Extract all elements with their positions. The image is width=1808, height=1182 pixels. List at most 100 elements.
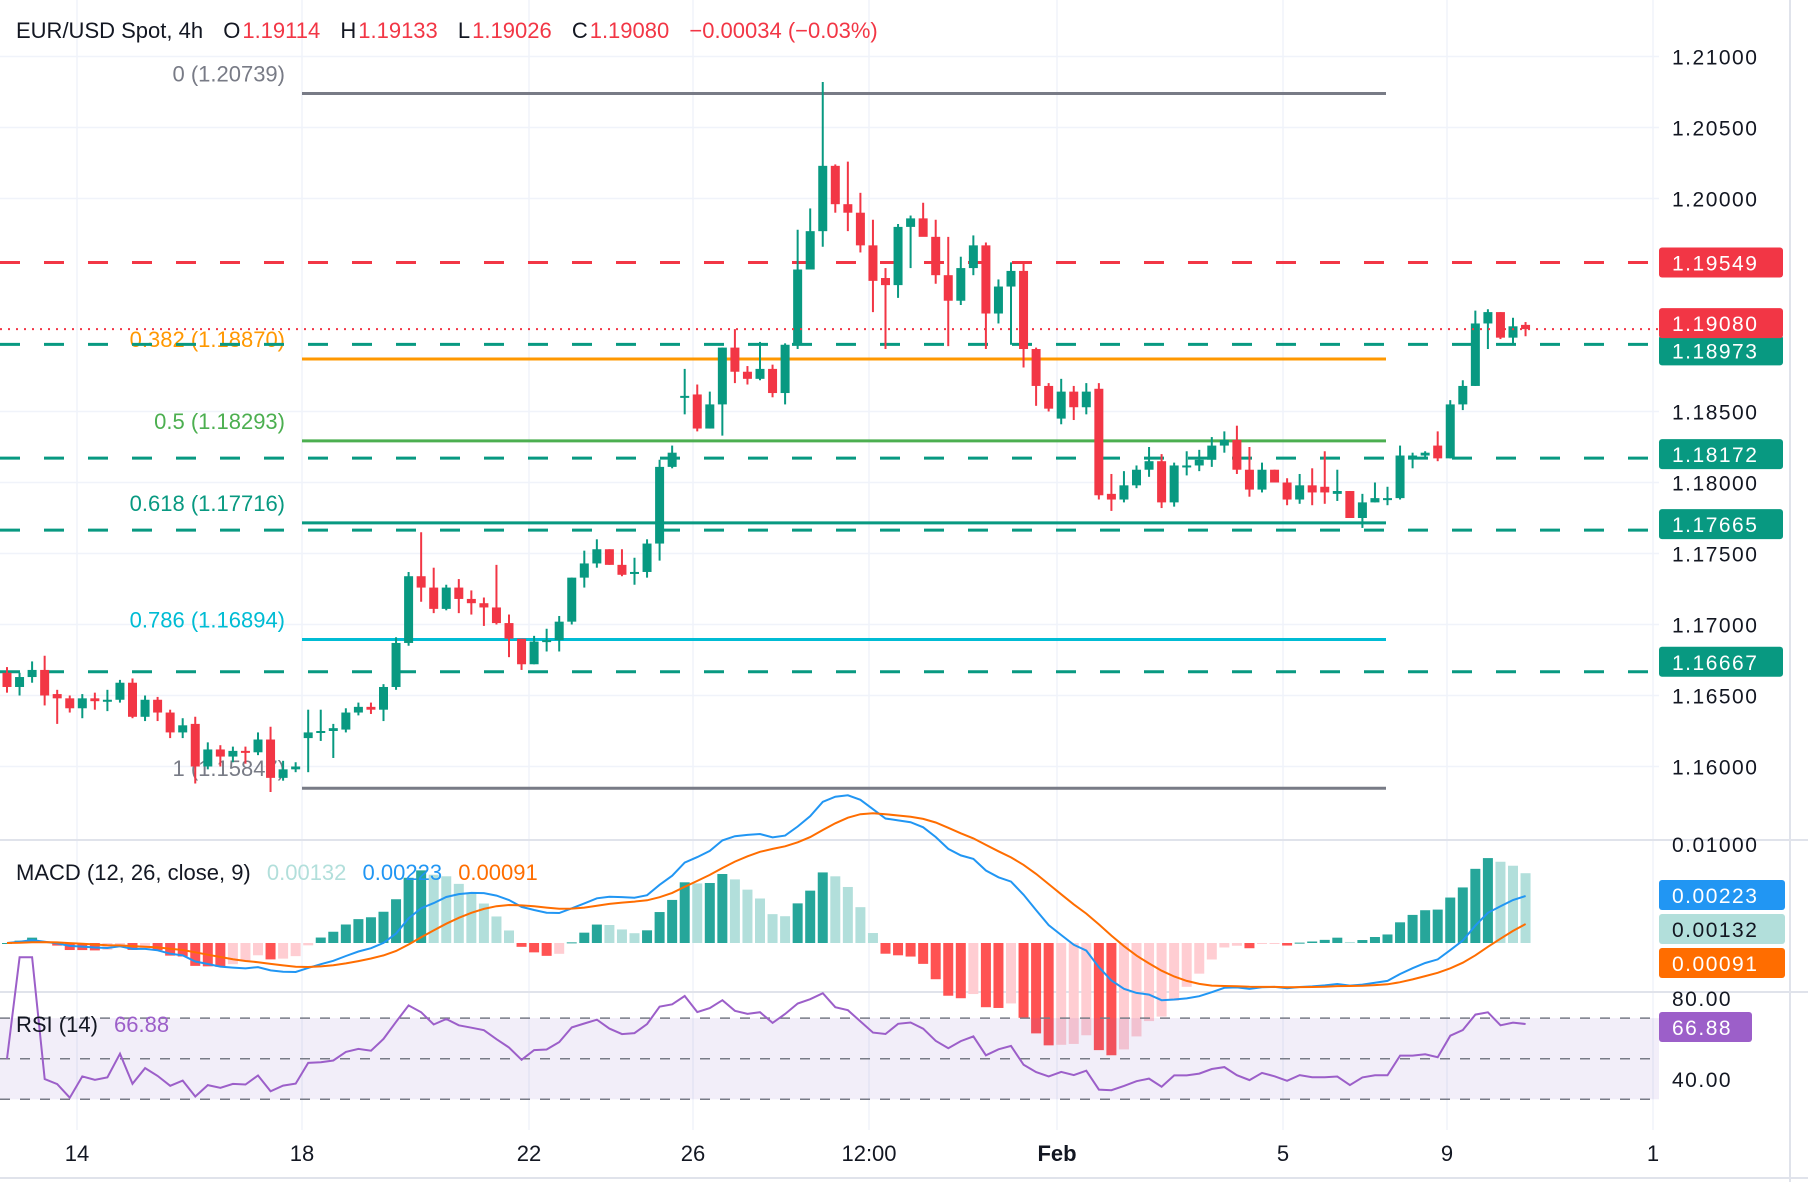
macd-histogram-bar — [1244, 943, 1255, 949]
macd-histogram-bar — [215, 943, 226, 967]
candle-body — [667, 452, 677, 467]
macd-histogram-bar — [667, 899, 678, 943]
candle-body — [1069, 391, 1079, 408]
candle-body — [466, 598, 476, 604]
macd-histogram-bar — [328, 931, 339, 943]
macd-histogram-bar — [817, 872, 828, 943]
candle-body — [830, 165, 840, 205]
candle-body — [579, 563, 589, 578]
candle-body — [1106, 493, 1116, 500]
macd-histogram-bar — [1319, 939, 1330, 943]
candle-body — [592, 549, 602, 564]
macd-histogram-bar — [1307, 941, 1318, 943]
candle-body — [1383, 498, 1392, 501]
macd-histogram-bar — [1043, 943, 1054, 1046]
macd-histogram-bar — [315, 937, 326, 943]
macd-line-value: 0.00223 — [362, 860, 443, 885]
change-value: −0.00034 (−0.03%) — [689, 18, 878, 43]
rsi-axis-label: 80.00 — [1672, 988, 1732, 1011]
candle-body — [1244, 469, 1254, 490]
time-axis-label: 22 — [517, 1141, 541, 1166]
candle-body — [1508, 326, 1518, 338]
macd-histogram-bar — [491, 916, 502, 943]
candle-body — [567, 577, 577, 622]
candle-body — [630, 571, 639, 574]
macd-line-label-box — [1659, 880, 1785, 910]
macd-histogram-bar — [1006, 943, 1016, 1004]
candle-body — [931, 236, 941, 276]
macd-histogram-bar — [842, 886, 853, 943]
price-axis-label: 1.17500 — [1672, 544, 1758, 567]
price-axis-label: 1.20500 — [1672, 118, 1758, 141]
level-price-label: 1.18172 — [1672, 444, 1758, 467]
candle-body — [52, 694, 62, 699]
time-axis-label: 9 — [1441, 1141, 1453, 1166]
candle-body — [1395, 455, 1405, 499]
macd-histogram-bar — [441, 876, 452, 943]
fib-level-label: 0.786 (1.16894) — [130, 608, 285, 633]
candle-body — [1194, 459, 1204, 466]
macd-histogram-bar — [416, 870, 427, 943]
macd-histogram-bar — [504, 930, 514, 943]
candle-body — [730, 347, 740, 372]
macd-histogram-label: 0.00132 — [1672, 919, 1758, 942]
rsi-legend: RSI (14) 66.88 — [16, 1012, 179, 1038]
macd-histogram-bar — [742, 889, 753, 943]
candle-body — [366, 706, 376, 710]
candle-body — [328, 728, 338, 731]
symbol-title[interactable]: EUR/USD Spot, 4h — [16, 18, 204, 43]
candle-body — [1495, 312, 1505, 338]
macd-histogram-bar — [1382, 934, 1393, 943]
macd-histogram-bar — [1457, 887, 1468, 943]
macd-histogram-bar — [780, 916, 791, 943]
macd-histogram-label-box — [1659, 914, 1785, 944]
macd-histogram-bar — [566, 942, 577, 944]
candle-body — [115, 682, 125, 700]
macd-histogram-bar — [529, 943, 540, 953]
macd-title[interactable]: MACD (12, 26, close, 9) — [16, 860, 251, 885]
macd-histogram — [2, 858, 1531, 1056]
macd-histogram-bar — [943, 943, 954, 996]
macd-signal-value: 0.00091 — [458, 860, 538, 885]
candle-body — [1357, 502, 1367, 518]
macd-histogram-bar — [1031, 943, 1042, 1034]
candle-body — [27, 669, 37, 678]
macd-histogram-bar — [930, 943, 941, 980]
time-axis-label: 1 — [1647, 1141, 1659, 1166]
candle-body — [353, 706, 363, 713]
macd-histogram-bar — [717, 874, 728, 943]
fib-level-label: 0 (1.20739) — [172, 62, 285, 87]
candle-body — [717, 347, 727, 405]
macd-histogram-bar — [1131, 943, 1142, 1037]
macd-histogram-bar — [792, 903, 803, 943]
macd-histogram-bar — [253, 943, 263, 956]
fib-level-label: 0.5 (1.18293) — [154, 409, 285, 434]
candle-body — [868, 245, 878, 281]
price-axis-label: 1.21000 — [1672, 47, 1758, 70]
macd-histogram-bar — [968, 943, 979, 995]
candle-body — [780, 344, 790, 394]
candle-body — [918, 218, 928, 237]
macd-histogram-bar — [403, 877, 414, 943]
time-axis-label: 5 — [1277, 1141, 1289, 1166]
macd-histogram-bar — [855, 907, 866, 943]
level-price-label-box — [1659, 247, 1783, 278]
candle-body — [303, 732, 313, 739]
macd-histogram-bar — [278, 943, 289, 959]
macd-line — [6, 794, 1526, 1002]
rsi-title[interactable]: RSI (14) — [16, 1012, 98, 1037]
candle-body — [1521, 324, 1531, 330]
time-axis-label: 12:00 — [841, 1141, 896, 1166]
rsi-value-label: 66.88 — [1672, 1017, 1732, 1040]
candle-body — [153, 699, 163, 713]
macd-histogram-bar — [1520, 873, 1531, 943]
macd-histogram-bar — [102, 943, 113, 950]
candle-body — [228, 750, 238, 757]
candle-body — [1232, 439, 1242, 470]
macd-histogram-bar — [604, 925, 615, 943]
macd-histogram-bar — [541, 943, 552, 956]
candle-body — [316, 731, 326, 733]
macd-histogram-bar — [378, 911, 389, 943]
candle-body — [102, 699, 112, 702]
